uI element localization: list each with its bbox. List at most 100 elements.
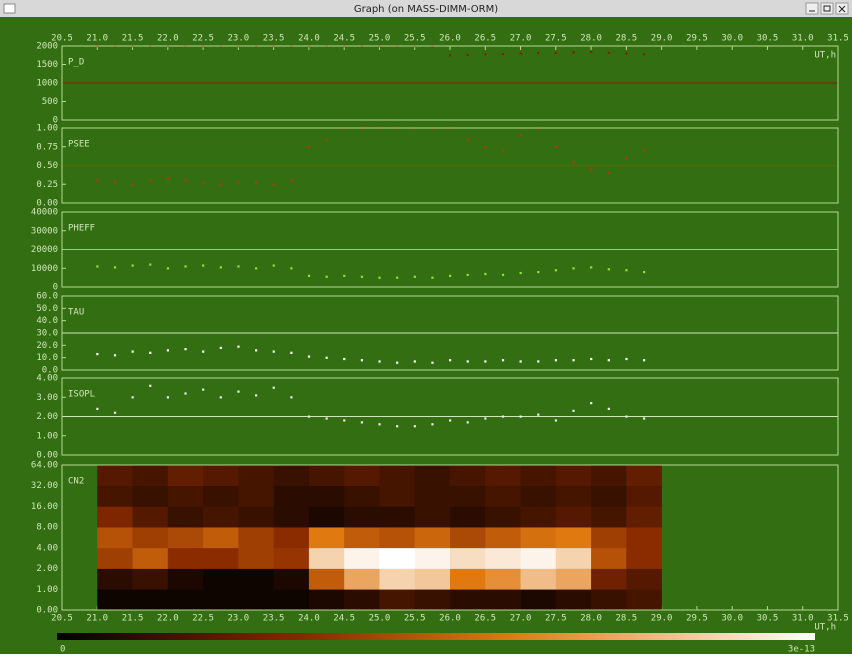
- heatmap-cell: [485, 589, 521, 611]
- heatmap-cell: [167, 465, 204, 487]
- data-point: [501, 52, 505, 55]
- y-tick-label: 2000: [36, 42, 58, 52]
- y-tick-label: 4.00: [36, 374, 58, 384]
- heatmap-cell: [520, 527, 557, 549]
- data-point: [413, 275, 416, 278]
- data-point: [537, 413, 540, 416]
- heatmap-cell: [520, 547, 557, 569]
- heatmap-cell: [485, 568, 521, 590]
- y-tick-label: 0.25: [36, 180, 58, 190]
- heatmap-cell: [97, 506, 133, 528]
- panel-label: P_D: [68, 58, 84, 68]
- x-tick-label: 25.0: [369, 34, 391, 44]
- heatmap-cell: [238, 589, 274, 611]
- data-point: [625, 357, 628, 361]
- heatmap-cell: [203, 485, 239, 507]
- x-tick-label: 30.5: [757, 614, 779, 624]
- heatmap-cell: [344, 465, 380, 487]
- x-tick-label: 26.0: [439, 34, 461, 44]
- heatmap-cell: [167, 506, 204, 528]
- close-icon: [838, 5, 846, 13]
- data-point: [607, 51, 610, 54]
- heatmap-cell: [308, 485, 345, 507]
- heatmap-cell: [414, 527, 451, 549]
- x-tick-label: 26.5: [474, 34, 496, 44]
- y-tick-label: 8.00: [36, 523, 58, 533]
- data-point: [255, 394, 258, 397]
- data-point: [272, 350, 275, 353]
- data-point: [307, 274, 311, 277]
- x-tick-label: 24.0: [298, 34, 320, 44]
- data-point: [484, 53, 487, 56]
- data-point: [484, 417, 487, 420]
- y-tick-label: 1.00: [36, 431, 58, 441]
- data-point: [219, 346, 222, 349]
- data-point: [484, 360, 487, 363]
- y-tick-label: 0.50: [36, 161, 58, 171]
- window-buttons[interactable]: [805, 2, 849, 15]
- x-tick-label: 20.5: [51, 614, 73, 624]
- data-point: [272, 386, 275, 389]
- heatmap-cell: [555, 465, 592, 487]
- minimize-button[interactable]: [805, 2, 819, 15]
- data-point: [396, 276, 399, 279]
- panel-label: PSEE: [68, 140, 90, 150]
- heatmap-cell: [132, 547, 169, 569]
- plot-frame: [61, 211, 839, 288]
- x-tick-label: 26.5: [474, 614, 496, 624]
- x-tick-label: 22.5: [192, 34, 214, 44]
- heatmap-cell: [167, 589, 204, 611]
- x-tick-label: 29.5: [686, 614, 708, 624]
- data-point: [590, 402, 593, 405]
- heatmap-cell: [273, 485, 310, 507]
- data-point: [501, 149, 505, 152]
- data-point: [184, 179, 187, 182]
- maximize-button[interactable]: [820, 2, 834, 15]
- x-tick-label: 28.0: [580, 614, 602, 624]
- data-point: [202, 388, 205, 391]
- data-point: [166, 349, 170, 352]
- y-tick-label: 1.00: [36, 585, 58, 595]
- heatmap-cell: [626, 527, 662, 549]
- data-point: [643, 149, 646, 152]
- x-tick-label: 24.5: [333, 614, 355, 624]
- heatmap-cell: [591, 589, 627, 611]
- data-point: [519, 415, 522, 418]
- heatmap-cell: [485, 485, 521, 507]
- data-point: [625, 52, 628, 55]
- data-point: [590, 266, 593, 269]
- heatmap-cell: [97, 485, 133, 507]
- data-point: [96, 352, 99, 356]
- heatmap-cell: [344, 485, 380, 507]
- y-tick-label: 30.0: [36, 329, 58, 339]
- data-point: [255, 349, 258, 352]
- data-point: [96, 407, 99, 410]
- data-point: [484, 272, 487, 276]
- x-tick-label: 26.0: [439, 614, 461, 624]
- y-tick-label: 0.00: [36, 199, 58, 209]
- data-point: [272, 183, 275, 186]
- heatmap-cell: [591, 465, 627, 487]
- plot-frame: [61, 377, 839, 456]
- heatmap-cell: [344, 547, 380, 569]
- data-point: [466, 138, 469, 141]
- data-point: [290, 396, 293, 399]
- data-point: [449, 274, 452, 277]
- data-point: [290, 267, 293, 270]
- heatmap-cell: [203, 465, 239, 487]
- heatmap-cell: [591, 506, 627, 528]
- data-point: [149, 179, 152, 182]
- data-point: [184, 348, 187, 351]
- x-tick-label: 28.5: [616, 614, 638, 624]
- maximize-icon: [823, 5, 831, 12]
- heatmap-cell: [203, 589, 239, 611]
- heatmap-cell: [97, 547, 133, 569]
- heatmap-cell: [485, 527, 521, 549]
- data-point: [449, 419, 452, 422]
- data-point: [607, 407, 610, 410]
- x-tick-label: 25.0: [369, 614, 391, 624]
- data-point: [131, 396, 134, 399]
- heatmap-cell: [379, 589, 416, 611]
- data-point: [360, 359, 364, 362]
- data-point: [307, 415, 311, 418]
